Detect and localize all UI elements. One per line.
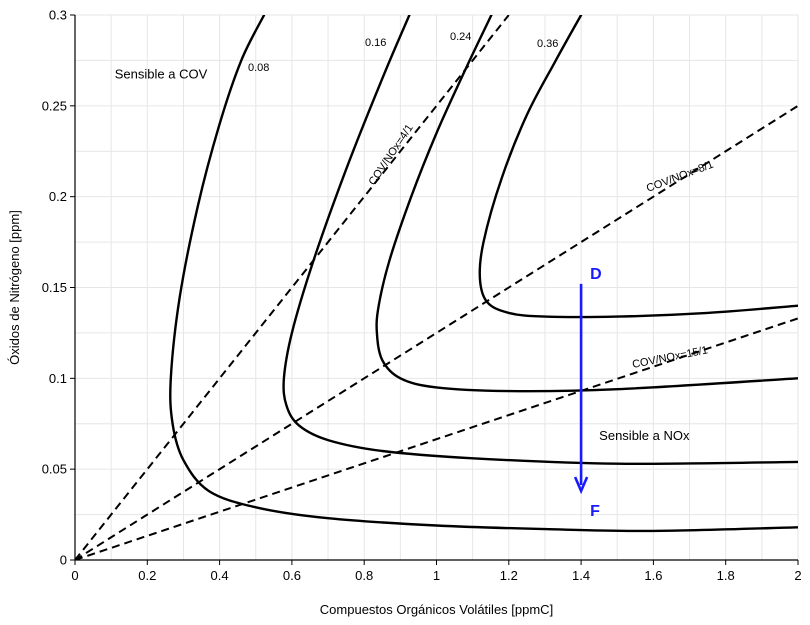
x-tick-label: 1.6 bbox=[644, 568, 662, 583]
x-tick-label: 0 bbox=[71, 568, 78, 583]
arrow-end-label: F bbox=[590, 503, 600, 520]
path-arrow-head bbox=[573, 476, 589, 495]
arrow-start-label: D bbox=[590, 266, 602, 283]
ratio-line-3 bbox=[75, 317, 798, 560]
isopleth-label: 0.36 bbox=[537, 38, 558, 50]
y-tick-label: 0 bbox=[60, 553, 67, 568]
grid-layer bbox=[74, 14, 799, 561]
x-tick-label: 0.6 bbox=[283, 568, 301, 583]
isopleth-curve-0.16 bbox=[282, 15, 798, 466]
isopleth-curve-0.24 bbox=[375, 15, 798, 393]
y-tick-label: 0.15 bbox=[42, 280, 67, 295]
x-tick-label: 0.8 bbox=[355, 568, 373, 583]
isopleth-curve-0.36 bbox=[478, 15, 798, 319]
y-tick-label: 0.3 bbox=[49, 8, 67, 23]
y-tick-label: 0.25 bbox=[42, 98, 67, 113]
y-tick-label: 0.2 bbox=[49, 189, 67, 204]
ozone-isopleths bbox=[169, 15, 798, 533]
ratio-line-label: COV/NOx=4/1 bbox=[367, 122, 416, 187]
x-tick-label: 0.4 bbox=[211, 568, 229, 583]
x-axis-title: Compuestos Orgánicos Volátiles [ppmC] bbox=[320, 602, 553, 617]
isopleth-label: 0.08 bbox=[248, 62, 269, 74]
y-axis-title: Óxidos de Nitrógeno [ppm] bbox=[7, 210, 22, 365]
x-tick-label: 1.8 bbox=[717, 568, 735, 583]
ratio-lines bbox=[75, 15, 798, 560]
region-annotation: Sensible a COV bbox=[115, 67, 208, 82]
x-tick-label: 1 bbox=[433, 568, 440, 583]
y-tick-label: 0.05 bbox=[42, 462, 67, 477]
isopleth-label: 0.16 bbox=[365, 37, 386, 49]
x-tick-label: 2 bbox=[794, 568, 801, 583]
isopleth-label: 0.24 bbox=[450, 31, 471, 43]
region-annotation: Sensible a NOx bbox=[599, 428, 690, 443]
axes: 0 0.2 0.4 0.6 0.8 1 1.2 1.4 1.6 1.8 2 0 0.05 0.1 0.15 0… bbox=[7, 8, 802, 618]
ratio-line-label: COV/NOx=15/1 bbox=[631, 344, 709, 371]
x-tick-label: 1.4 bbox=[572, 568, 590, 583]
x-tick-label: 0.2 bbox=[138, 568, 156, 583]
labels: COV/NOx=4/1 COV/NOx=8/1 COV/NOx=15/1 0.08 0.… bbox=[115, 31, 715, 443]
x-tick-label: 1.2 bbox=[500, 568, 518, 583]
arrow-layer: DF bbox=[573, 266, 602, 520]
y-tick-label: 0.1 bbox=[49, 371, 67, 386]
isopleth-curve-0.08 bbox=[169, 15, 798, 533]
ratio-line-label: COV/NOx=8/1 bbox=[645, 159, 715, 195]
